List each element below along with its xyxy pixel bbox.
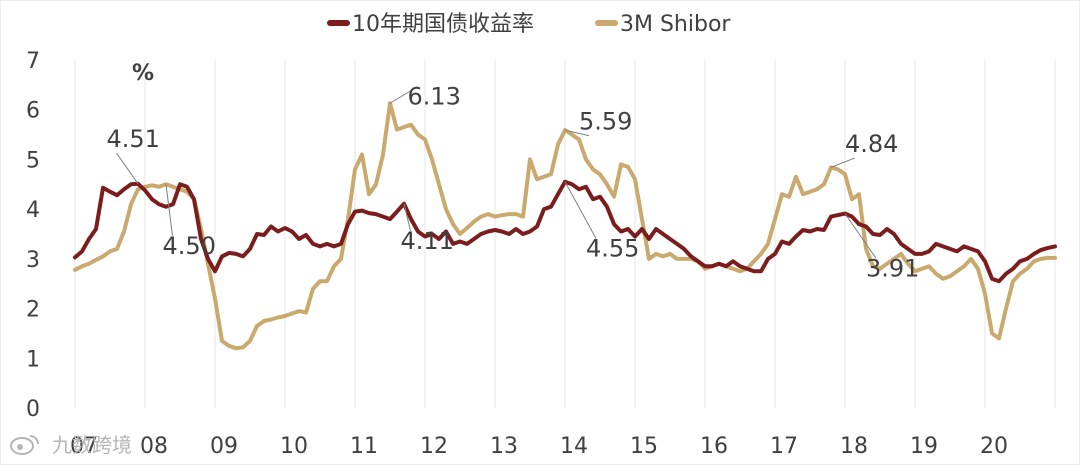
y-tick-label: 0 <box>26 397 40 422</box>
x-tick-label: 15 <box>630 434 658 459</box>
annotation-label: 4.55 <box>586 234 639 262</box>
x-tick-label: 07 <box>70 434 98 459</box>
y-tick-label: 5 <box>26 148 40 173</box>
annotation-leader <box>403 203 411 232</box>
x-tick-label: 13 <box>490 434 518 459</box>
x-tick-label: 18 <box>840 434 868 459</box>
x-tick-label: 11 <box>350 434 378 459</box>
annotation-label: 4.84 <box>845 130 898 158</box>
annotation-leader <box>389 86 418 104</box>
annotation-leader <box>564 181 597 239</box>
annotation-label: 4.11 <box>401 227 454 255</box>
annotation-label: 6.13 <box>408 83 461 111</box>
weibo-icon <box>10 435 39 455</box>
annotation-label: 4.51 <box>107 125 160 153</box>
y-tick-label: 2 <box>26 298 40 323</box>
x-tick-label: 17 <box>770 434 798 459</box>
x-tick-label: 16 <box>700 434 728 459</box>
x-tick-label: 20 <box>980 434 1008 459</box>
annotation-leader <box>564 129 590 137</box>
legend: 10年期国债收益率 3M Shibor <box>327 12 731 37</box>
y-tick-label: 3 <box>26 248 40 273</box>
y-tick-label: 1 <box>26 347 40 372</box>
grid <box>74 60 1056 408</box>
annotations: 4.51 4.50 4.11 6.13 5.59 4.55 4.84 3.91 <box>107 83 920 283</box>
x-tick-label: 10 <box>280 434 308 459</box>
x-tick-label: 12 <box>420 434 448 459</box>
y-unit-label: % <box>132 61 154 86</box>
annotation-leader <box>165 184 173 236</box>
x-tick-label: 14 <box>560 434 588 459</box>
legend-label-0: 10年期国债收益率 <box>352 12 534 37</box>
y-tick-label: 6 <box>26 99 40 124</box>
annotation-label: 5.59 <box>579 108 632 136</box>
x-tick-label: 08 <box>140 434 168 459</box>
y-tick-label: 7 <box>26 49 40 74</box>
annotation-leader <box>830 157 856 168</box>
legend-label-1: 3M Shibor <box>620 12 731 37</box>
annotation-label: 3.91 <box>866 254 919 282</box>
watermark-text: 九数跨境 <box>52 433 132 457</box>
annotation-leader <box>116 152 139 185</box>
annotation-leader <box>844 213 877 259</box>
watermark: 九数跨境 <box>10 433 132 457</box>
annotation-label: 4.50 <box>163 232 216 260</box>
x-tick-label: 19 <box>910 434 938 459</box>
y-tick-label: 4 <box>26 198 40 223</box>
x-tick-label: 09 <box>210 434 238 459</box>
